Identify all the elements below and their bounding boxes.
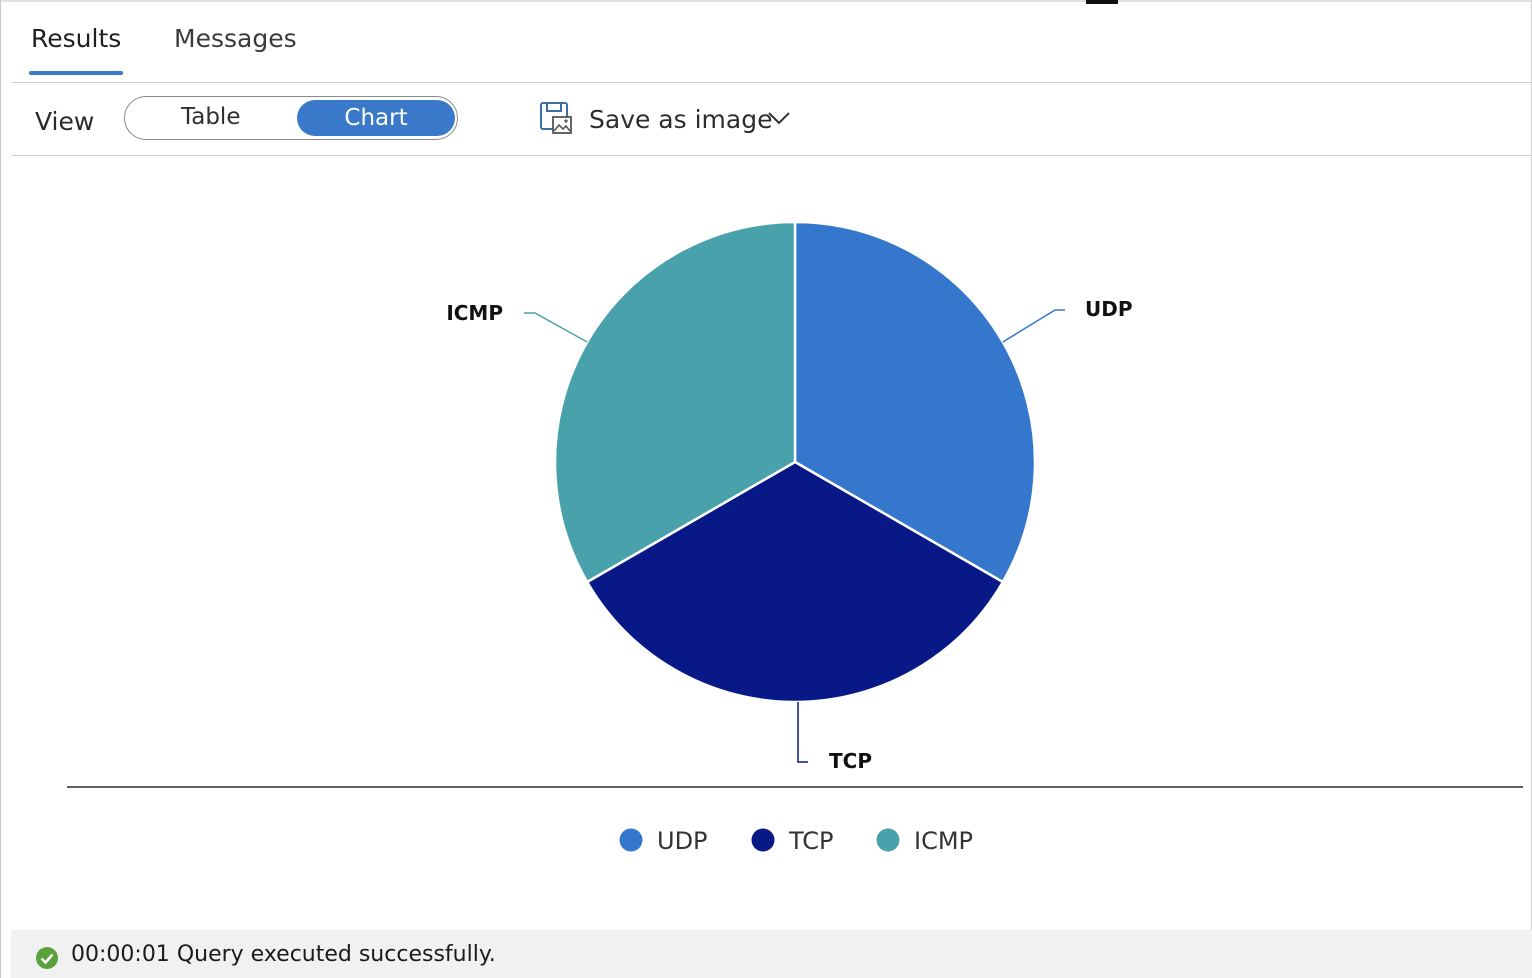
legend-label-icmp: ICMP [914, 827, 973, 855]
slice-label-tcp: TCP [829, 749, 872, 773]
table-view-option[interactable]: Table [181, 104, 241, 130]
save-image-icon [540, 102, 572, 134]
leader-line-udp [1002, 309, 1065, 343]
view-toggle: Table Chart [124, 96, 458, 140]
check-circle-icon [36, 947, 58, 969]
pie-chart: UDP TCP ICMP UDP TCP ICMP [67, 220, 1523, 855]
save-as-image-button[interactable]: Save as image [539, 99, 799, 139]
legend-item-icmp[interactable]: ICMP [876, 827, 974, 855]
legend-item-udp[interactable]: UDP [619, 827, 708, 855]
legend-label-tcp: TCP [788, 827, 833, 855]
status-text: Query executed successfully. [176, 942, 496, 967]
active-tab-indicator [29, 71, 123, 75]
slice-label-icmp: ICMP [446, 301, 503, 325]
tab-bar: Results Messages [11, 0, 1531, 83]
pie-slice-udp[interactable] [793, 220, 1037, 584]
tab-results[interactable]: Results [31, 24, 122, 53]
status-bar: 00:00:01 Query executed successfully. [11, 930, 1532, 978]
status-time: 00:00:01 [71, 942, 170, 967]
view-label: View [35, 107, 95, 136]
legend-item-tcp[interactable]: TCP [751, 827, 834, 855]
status-message: 00:00:01 Query executed successfully. [71, 942, 496, 967]
legend-label-udp: UDP [657, 827, 708, 855]
legend-marker-tcp [751, 828, 775, 852]
save-as-image-label: Save as image [589, 105, 773, 134]
legend-marker-udp [619, 828, 643, 852]
chart-view-option[interactable]: Chart [297, 100, 455, 136]
pie-slice-tcp[interactable] [585, 460, 1005, 704]
leader-line-tcp [797, 702, 808, 763]
tab-messages[interactable]: Messages [174, 24, 297, 53]
pane-resize-handle[interactable] [1086, 0, 1118, 4]
slice-label-udp: UDP [1085, 297, 1133, 321]
legend-marker-icmp [876, 828, 900, 852]
pie-slice-icmp[interactable] [553, 220, 797, 584]
toolbar: View Table Chart Save as image [11, 83, 1531, 156]
leader-line-icmp [524, 312, 588, 343]
chevron-down-icon[interactable] [767, 108, 791, 128]
chart-container: UDP TCP ICMP UDP TCP ICMP [1, 156, 1532, 928]
